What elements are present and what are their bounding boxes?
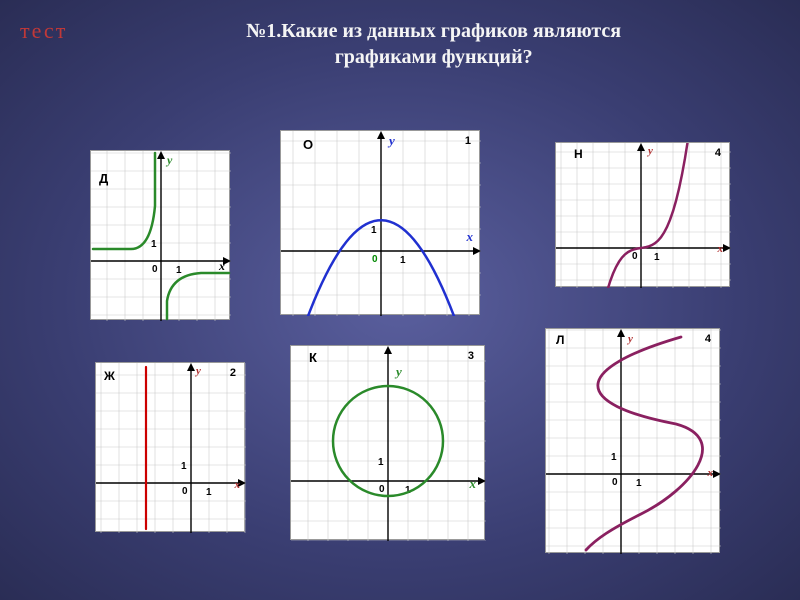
chart-n-number: 4 [715,147,721,159]
chart-k-ylabel: y [396,364,402,380]
question-text: №1.Какие из данных графиков являются гра… [87,18,780,70]
chart-d: Д y x 1 1 0 [90,150,230,320]
chart-zh-svg: 1 1 0 [96,363,246,533]
svg-text:0: 0 [152,264,158,275]
chart-l-svg: 1 1 0 [546,329,721,554]
charts-area: Д y x 110 О 1 y x 110 Н 4 y x 10 Ж 2 y x… [0,80,800,600]
chart-zh-ylabel: y [196,365,201,377]
svg-text:1: 1 [371,225,377,236]
chart-d-svg: 1 1 0 [91,151,231,321]
chart-l-label: Л [556,333,564,347]
svg-text:1: 1 [636,478,642,489]
chart-o-svg: 1 1 0 [281,131,481,316]
svg-text:0: 0 [182,486,188,497]
chart-zh-xlabel: x [235,479,241,491]
chart-o-xlabel: x [467,229,474,245]
chart-o-label: О [303,137,313,152]
chart-n: Н 4 y x 10 [555,142,730,287]
svg-text:0: 0 [372,254,378,265]
header: тест №1.Какие из данных графиков являютс… [0,0,800,80]
chart-l-number: 4 [705,333,711,345]
chart-zh-number: 2 [230,367,236,379]
chart-n-label: Н [574,147,583,161]
chart-zh-label: Ж [104,369,115,383]
svg-text:1: 1 [611,452,617,463]
chart-k-svg: 110 [291,346,486,541]
chart-l-ylabel: y [628,333,633,345]
chart-o-ylabel: y [389,133,395,149]
chart-k-number: 3 [468,350,474,362]
svg-text:0: 0 [379,484,385,495]
chart-n-svg: 10 [556,143,731,288]
svg-text:1: 1 [400,255,406,266]
svg-text:1: 1 [206,487,212,498]
svg-text:0: 0 [632,251,638,262]
chart-n-ylabel: y [648,145,653,157]
svg-text:1: 1 [378,457,384,468]
chart-k-xlabel: x [470,476,477,492]
svg-text:1: 1 [181,461,187,472]
chart-o: О 1 y x 1 1 0 [280,130,480,315]
chart-n-xlabel: x [718,243,724,255]
svg-text:0: 0 [612,477,618,488]
chart-l: Л 4 y x 1 1 0 [545,328,720,553]
chart-zh: Ж 2 y x 1 1 0 [95,362,245,532]
svg-text:1: 1 [654,252,660,263]
svg-text:1: 1 [176,265,182,276]
chart-l-xlabel: x [708,467,714,479]
chart-k: К 3 y x 110 [290,345,485,540]
chart-d-label: Д [99,171,108,186]
chart-d-ylabel: y [167,153,172,168]
test-label: тест [20,18,67,44]
svg-text:1: 1 [151,239,157,250]
chart-k-label: К [309,350,317,365]
chart-o-number: 1 [465,135,471,147]
chart-d-xlabel: x [219,259,225,274]
